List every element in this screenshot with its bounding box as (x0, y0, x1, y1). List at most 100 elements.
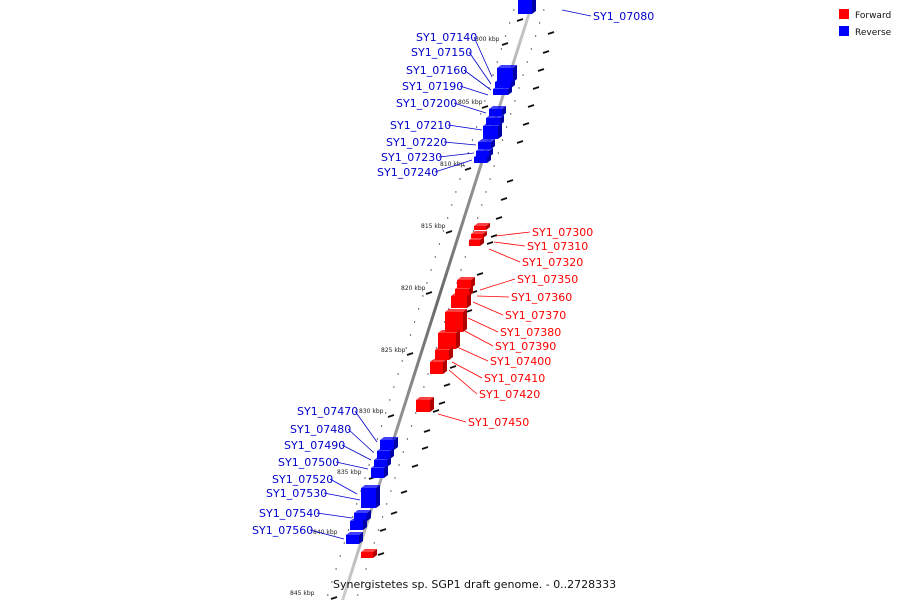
scale-dot (380, 425, 383, 427)
scale-dot (480, 113, 482, 115)
gene-label[interactable]: SY1_07380 (500, 326, 561, 339)
gene-label[interactable]: SY1_07470 (297, 405, 358, 418)
scale-tick (432, 409, 440, 413)
scale-tick (377, 552, 385, 556)
scale-dot (373, 542, 375, 544)
scale-tick (495, 216, 503, 220)
leader-line (437, 413, 467, 423)
scale-dot (472, 230, 475, 232)
gene-glyph-forward (445, 309, 467, 332)
gene-label[interactable]: SY1_07160 (406, 64, 467, 77)
gene-label[interactable]: SY1_07500 (278, 456, 339, 469)
scale-tick (506, 179, 514, 183)
gene-labels: SY1_07080 SY1_07140 SY1_07150 SY1_07160 SY1_… (252, 10, 654, 537)
scale-dot (406, 438, 409, 440)
scale-dots (327, 9, 545, 596)
scale-tick (425, 291, 433, 295)
gene-glyph-forward (469, 237, 484, 246)
gene-label[interactable]: SY1_07390 (495, 340, 556, 353)
gene-label[interactable]: SY1_07370 (505, 309, 566, 322)
scale-tick (490, 234, 498, 238)
scale-dot (376, 438, 379, 440)
gene-label[interactable]: SY1_07150 (411, 46, 472, 59)
legend-label-reverse: Reverse (855, 28, 892, 38)
scale-dot (357, 594, 359, 596)
gene-label[interactable]: SY1_07490 (284, 439, 345, 452)
scale-dot (459, 178, 461, 180)
scale-dot (390, 490, 392, 492)
leader-line (456, 346, 489, 362)
scale-dot (385, 412, 387, 414)
gene-label[interactable]: SY1_07350 (517, 273, 578, 286)
scale-dot (447, 217, 449, 219)
gene-glyph-forward (435, 347, 453, 360)
gene-label[interactable]: SY1_07200 (396, 97, 457, 110)
gene-label[interactable]: SY1_07480 (290, 423, 351, 436)
leader-line (438, 152, 475, 158)
gene-label[interactable]: SY1_07080 (593, 10, 654, 23)
gene-label[interactable]: SY1_07530 (266, 487, 327, 500)
gene-label[interactable]: SY1_07190 (402, 80, 463, 93)
scale-dot (410, 425, 413, 427)
scale-dot (501, 139, 504, 141)
scale-dot (347, 529, 350, 531)
gene-label[interactable]: SY1_07310 (527, 240, 588, 253)
gene-glyph-reverse (489, 106, 506, 116)
gene-label[interactable]: SY1_07400 (490, 355, 551, 368)
scale-tick (537, 68, 545, 72)
gene-glyph-reverse (486, 115, 504, 125)
gene-label[interactable]: SY1_07210 (390, 119, 451, 132)
scale-dot (463, 165, 465, 167)
gene-glyph-reverse (377, 448, 394, 459)
gene-label[interactable]: SY1_07240 (377, 166, 438, 179)
leader-line (472, 301, 504, 316)
scale-tick (464, 167, 472, 171)
gene-label[interactable]: SY1_07230 (381, 151, 442, 164)
scale-dot (327, 594, 329, 596)
gene-label[interactable]: SY1_07220 (386, 136, 447, 149)
scale-dot (496, 61, 498, 63)
gene-label[interactable]: SY1_07300 (532, 226, 593, 239)
scale-tick-label: 805 kbp (458, 99, 483, 106)
scale-dot (513, 9, 515, 11)
scale-dot (386, 503, 388, 505)
leader-line (476, 295, 510, 298)
scale-dot (435, 347, 437, 349)
scale-tick (486, 241, 494, 245)
scale-dot (418, 308, 420, 310)
leader-line (453, 102, 487, 114)
scale-tick (476, 272, 484, 276)
gene-label[interactable]: SY1_07560 (252, 524, 313, 537)
leader-line (434, 159, 473, 173)
scale-dot (493, 165, 495, 167)
scale-dot (427, 373, 429, 375)
leader-line (473, 36, 493, 78)
gene-label[interactable]: SY1_07410 (484, 372, 545, 385)
gene-label[interactable]: SY1_07140 (416, 31, 477, 44)
scale-dot (526, 61, 528, 63)
gene-label[interactable]: SY1_07520 (272, 473, 333, 486)
gene-label[interactable]: SY1_07540 (259, 507, 320, 520)
scale-dot (389, 399, 391, 401)
scale-tick-label: 825 kbp (381, 347, 406, 354)
gene-glyph-forward (471, 231, 487, 238)
leader-line (316, 512, 353, 519)
gene-label[interactable]: SY1_07320 (522, 256, 583, 269)
leader-line (335, 461, 369, 470)
scale-dot (475, 126, 478, 128)
scale-dot (539, 22, 541, 24)
scale-tick (532, 86, 540, 90)
scale-dot (422, 295, 424, 297)
scale-dot (365, 568, 367, 570)
scale-tick (516, 140, 524, 144)
scale-dot (394, 477, 396, 479)
gene-label[interactable]: SY1_07450 (468, 416, 529, 429)
gene-label[interactable]: SY1_07420 (479, 388, 540, 401)
leader-line (447, 124, 483, 131)
gene-label[interactable]: SY1_07360 (511, 291, 572, 304)
leader-line (462, 329, 494, 347)
scale-dot (522, 74, 524, 76)
gene-glyph-reverse (361, 485, 380, 508)
scale-tick (390, 511, 398, 515)
